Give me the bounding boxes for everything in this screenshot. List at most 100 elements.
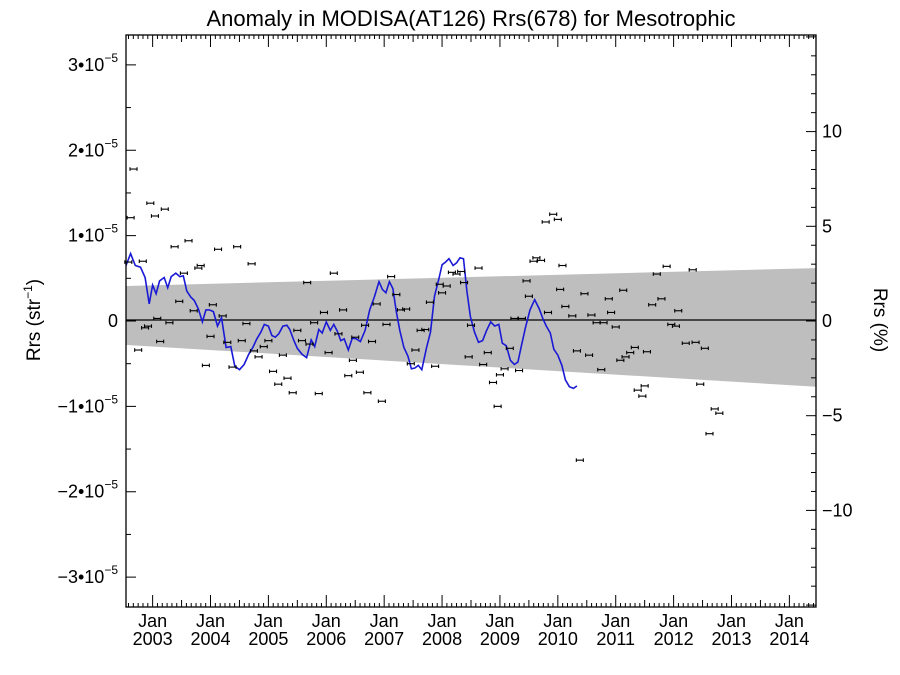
anomaly-point <box>681 341 690 345</box>
anomaly-point <box>264 338 273 343</box>
y-axis-label-right: Rrs (%) <box>869 288 890 352</box>
anomaly-point <box>710 407 719 411</box>
anomaly-point <box>493 404 502 409</box>
anomaly-point <box>355 370 364 375</box>
x-tick-label-month: Jan <box>370 611 399 631</box>
x-tick-label-year: 2010 <box>538 629 578 649</box>
anomaly-point <box>442 284 451 288</box>
anomaly-point <box>700 346 709 351</box>
x-tick-label-month: Jan <box>485 611 514 631</box>
anomaly-point <box>479 362 488 367</box>
uncertainty-band <box>126 268 816 387</box>
anomaly-point <box>165 320 174 325</box>
anomaly-point <box>283 376 292 380</box>
left-tick-label: 0 <box>108 311 118 331</box>
anomaly-point <box>604 297 613 301</box>
anomaly-point <box>274 382 283 386</box>
anomaly-point <box>184 238 193 243</box>
anomaly-point <box>553 217 562 222</box>
anomaly-point <box>377 399 386 404</box>
anomaly-point <box>314 391 323 396</box>
left-axis: 3•10−5 2•10−5 1•10−5 0 −1•10−5 −2•10−5 −3•10−5 <box>57 51 136 587</box>
anomaly-point <box>421 327 430 332</box>
anomaly-point <box>179 271 188 275</box>
anomaly-point <box>438 291 447 295</box>
anomaly-point <box>153 316 162 321</box>
anomaly-point <box>175 299 184 304</box>
anomaly-point <box>674 308 683 313</box>
anomaly-point <box>460 280 469 285</box>
x-tick-label-month: Jan <box>254 611 283 631</box>
anomaly-point <box>464 355 473 359</box>
anomaly-point <box>201 363 210 368</box>
anomaly-point <box>495 372 504 377</box>
x-tick-label-year: 2013 <box>711 629 751 649</box>
anomaly-point <box>529 259 538 264</box>
anomaly-point <box>268 369 278 374</box>
anomaly-point <box>524 294 533 299</box>
anomaly-point <box>536 258 546 263</box>
anomaly-point <box>452 272 461 276</box>
anomaly-point <box>616 358 625 363</box>
anomaly-point <box>657 297 666 301</box>
x-tick-label-year: 2005 <box>248 629 288 649</box>
anomaly-point <box>500 367 509 371</box>
anomaly-point <box>293 328 302 333</box>
anomaly-point <box>575 458 584 462</box>
anomaly-point <box>621 355 630 359</box>
y-axis-label-left-base: Rrs (str <box>24 298 45 361</box>
x-tick-label-month: Jan <box>659 611 688 631</box>
y-axis-label-left-end: ) <box>24 279 45 285</box>
anomaly-point <box>208 302 217 307</box>
x-tick-label-month: Jan <box>196 611 225 631</box>
x-tick-label-year: 2008 <box>422 629 462 649</box>
anomaly-point <box>392 292 401 297</box>
anomaly-point <box>466 323 476 328</box>
anomaly-point <box>339 308 348 312</box>
left-tick-label: −3•10−5 <box>57 563 118 587</box>
anomaly-point <box>597 367 606 372</box>
anomaly-point <box>228 365 237 369</box>
anomaly-point <box>626 350 635 355</box>
x-tick-label-month: Jan <box>312 611 341 631</box>
anomaly-point <box>143 324 153 328</box>
anomaly-point <box>348 358 357 363</box>
anomaly-point <box>344 373 353 378</box>
plot-area <box>124 34 817 608</box>
anomaly-point <box>611 325 620 329</box>
anomaly-point <box>640 384 649 388</box>
anomaly-point <box>297 338 307 343</box>
anomaly-point <box>160 207 169 211</box>
anomaly-point <box>532 256 541 260</box>
anomaly-point <box>662 264 671 269</box>
anomaly-point <box>572 349 581 353</box>
x-tick-label-month: Jan <box>717 611 746 631</box>
x-axis: Jan2003Jan2004Jan2005Jan2006Jan2007Jan20… <box>128 35 814 649</box>
anomaly-point <box>561 304 570 309</box>
anomaly-point <box>351 335 360 340</box>
anomaly-point <box>688 267 697 272</box>
anomaly-point <box>233 244 242 249</box>
anomaly-point <box>549 212 558 217</box>
anomaly-point <box>568 314 577 318</box>
x-tick-label-year: 2003 <box>133 629 173 649</box>
right-tick-label: 10 <box>822 122 842 142</box>
anomaly-point <box>607 310 616 315</box>
x-tick-label-month: Jan <box>543 611 572 631</box>
right-tick-label: −5 <box>822 406 843 426</box>
anomaly-point <box>189 308 198 313</box>
anomaly-point <box>587 313 596 317</box>
x-tick-label-month: Jan <box>428 611 457 631</box>
anomaly-point <box>156 339 165 344</box>
anomaly-point <box>206 334 215 339</box>
x-tick-label-year: 2012 <box>654 629 694 649</box>
x-tick-label-month: Jan <box>601 611 630 631</box>
anomaly-point <box>310 320 319 325</box>
left-tick-label: 1•10−5 <box>68 222 118 246</box>
anomaly-point <box>129 167 138 171</box>
anomaly-point <box>431 364 440 369</box>
right-tick-label: −10 <box>822 500 853 520</box>
anomaly-point <box>696 382 705 386</box>
anomaly-point <box>514 368 524 373</box>
